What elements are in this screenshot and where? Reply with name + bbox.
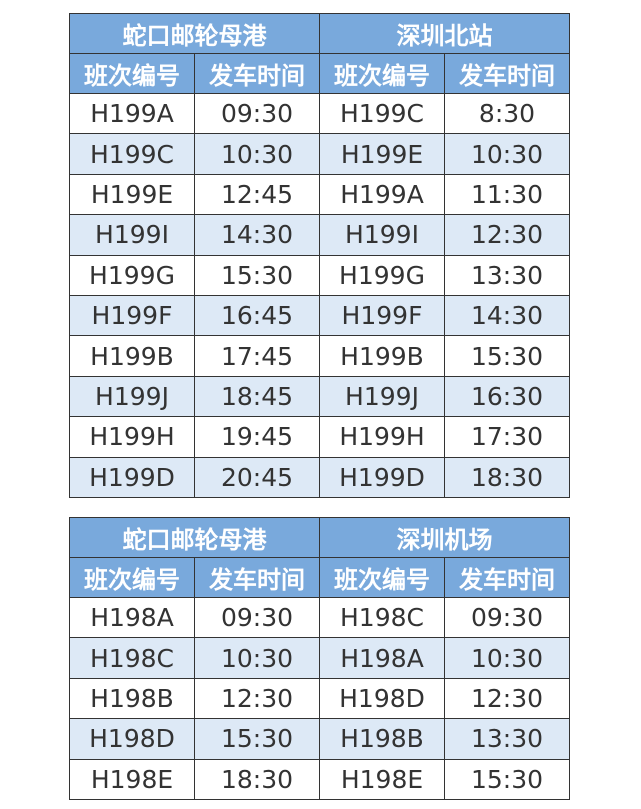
column-header: 班次编号 [69, 53, 195, 94]
trip-code: H199C [69, 133, 195, 175]
departure-time: 14:30 [194, 214, 320, 256]
departure-time: 10:30 [444, 637, 570, 679]
table-row: H199B 17:45 H199B 15:30 [69, 335, 570, 377]
column-header: 班次编号 [69, 557, 195, 598]
trip-code: H199D [319, 456, 445, 498]
trip-code: H199A [319, 173, 445, 216]
table-row: H199H 19:45 H199H 17:30 [69, 416, 570, 458]
departure-time: 16:30 [444, 375, 570, 418]
trip-code: H199C [319, 92, 445, 135]
departure-time: 15:30 [444, 335, 570, 377]
table-row: H198A 09:30 H198C 09:30 [69, 596, 570, 639]
departure-time: 13:30 [444, 254, 570, 296]
trip-code: H199J [319, 375, 445, 418]
trip-code: H198D [69, 718, 195, 760]
schedule-table-shenzhen-north: 蛇口邮轮母港 深圳北站 班次编号 发车时间 班次编号 发车时间 H199A 09:30 H199… [69, 13, 570, 498]
destination-station: 深圳北站 [319, 13, 570, 54]
departure-time: 11:30 [444, 173, 570, 216]
origin-station: 蛇口邮轮母港 [69, 13, 320, 54]
trip-code: H199G [319, 254, 445, 296]
trip-code: H199A [69, 92, 195, 135]
origin-station: 蛇口邮轮母港 [69, 517, 320, 558]
trip-code: H199B [319, 335, 445, 377]
trip-code: H198A [319, 637, 445, 679]
table-row: H199C 10:30 H199E 10:30 [69, 133, 570, 175]
departure-time: 18:30 [194, 758, 320, 800]
departure-time: 09:30 [194, 92, 320, 135]
trip-code: H198D [319, 677, 445, 720]
column-header: 发车时间 [444, 53, 570, 94]
trip-code: H199G [69, 254, 195, 296]
trip-code: H199I [69, 214, 195, 256]
trip-code: H199E [319, 133, 445, 175]
trip-code: H199E [69, 173, 195, 216]
trip-code: H198E [319, 758, 445, 800]
trip-code: H198E [69, 758, 195, 800]
column-header-row: 班次编号 发车时间 班次编号 发车时间 [69, 557, 570, 598]
column-header: 班次编号 [319, 557, 445, 598]
trip-code: H199F [69, 294, 195, 337]
column-header: 发车时间 [444, 557, 570, 598]
trip-code: H199B [69, 335, 195, 377]
departure-time: 14:30 [444, 294, 570, 337]
table-row: H199G 15:30 H199G 13:30 [69, 254, 570, 296]
trip-code: H198B [319, 718, 445, 760]
departure-time: 10:30 [194, 133, 320, 175]
departure-time: 12:30 [194, 677, 320, 720]
destination-station: 深圳机场 [319, 517, 570, 558]
station-header-row: 蛇口邮轮母港 深圳机场 [69, 517, 570, 558]
departure-time: 17:30 [444, 416, 570, 458]
departure-time: 15:30 [444, 758, 570, 800]
table-row: H199I 14:30 H199I 12:30 [69, 214, 570, 256]
trip-code: H198C [319, 596, 445, 639]
column-header: 班次编号 [319, 53, 445, 94]
trip-code: H199D [69, 456, 195, 498]
trip-code: H199J [69, 375, 195, 418]
departure-time: 16:45 [194, 294, 320, 337]
departure-time: 10:30 [444, 133, 570, 175]
table-row: H199J 18:45 H199J 16:30 [69, 375, 570, 418]
departure-time: 15:30 [194, 254, 320, 296]
departure-time: 17:45 [194, 335, 320, 377]
departure-time: 10:30 [194, 637, 320, 679]
trip-code: H199F [319, 294, 445, 337]
column-header: 发车时间 [194, 53, 320, 94]
schedule-table-shenzhen-airport: 蛇口邮轮母港 深圳机场 班次编号 发车时间 班次编号 发车时间 H198A 09:30 H198… [69, 517, 570, 800]
trip-code: H199H [319, 416, 445, 458]
departure-time: 8:30 [444, 92, 570, 135]
trip-code: H198B [69, 677, 195, 720]
column-header-row: 班次编号 发车时间 班次编号 发车时间 [69, 53, 570, 94]
trip-code: H198A [69, 596, 195, 639]
departure-time: 18:30 [444, 456, 570, 498]
table-row: H199A 09:30 H199C 8:30 [69, 92, 570, 135]
table-row: H199F 16:45 H199F 14:30 [69, 294, 570, 337]
departure-time: 09:30 [444, 596, 570, 639]
table-row: H199E 12:45 H199A 11:30 [69, 173, 570, 216]
departure-time: 20:45 [194, 456, 320, 498]
departure-time: 15:30 [194, 718, 320, 760]
table-row: H198B 12:30 H198D 12:30 [69, 677, 570, 720]
trip-code: H198C [69, 637, 195, 679]
departure-time: 12:45 [194, 173, 320, 216]
table-row: H198C 10:30 H198A 10:30 [69, 637, 570, 679]
table-row: H198D 15:30 H198B 13:30 [69, 718, 570, 760]
departure-time: 09:30 [194, 596, 320, 639]
departure-time: 18:45 [194, 375, 320, 418]
departure-time: 12:30 [444, 214, 570, 256]
trip-code: H199H [69, 416, 195, 458]
trip-code: H199I [319, 214, 445, 256]
table-row: H199D 20:45 H199D 18:30 [69, 456, 570, 498]
departure-time: 12:30 [444, 677, 570, 720]
departure-time: 19:45 [194, 416, 320, 458]
station-header-row: 蛇口邮轮母港 深圳北站 [69, 13, 570, 54]
departure-time: 13:30 [444, 718, 570, 760]
table-row: H198E 18:30 H198E 15:30 [69, 758, 570, 800]
column-header: 发车时间 [194, 557, 320, 598]
